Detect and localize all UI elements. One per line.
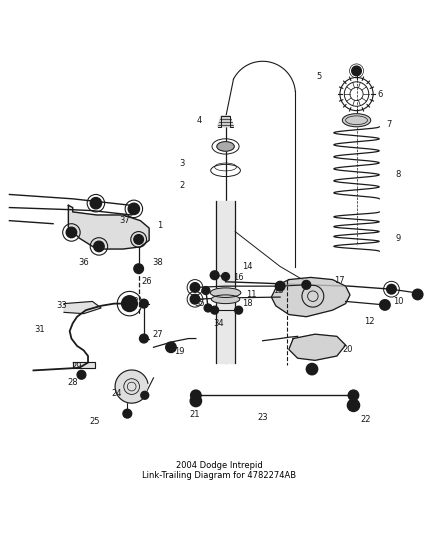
Circle shape xyxy=(211,306,219,314)
Text: 33: 33 xyxy=(57,301,67,310)
Circle shape xyxy=(94,241,104,252)
Circle shape xyxy=(166,342,176,352)
Text: 37: 37 xyxy=(120,216,131,225)
Ellipse shape xyxy=(217,142,234,151)
Circle shape xyxy=(77,370,86,379)
Circle shape xyxy=(276,281,285,291)
Text: 10: 10 xyxy=(393,297,403,306)
Ellipse shape xyxy=(210,288,241,297)
Text: 24: 24 xyxy=(111,389,122,398)
Text: 35: 35 xyxy=(194,299,205,308)
Text: 8: 8 xyxy=(396,171,401,179)
Text: 32: 32 xyxy=(128,297,139,306)
Polygon shape xyxy=(218,116,233,127)
Ellipse shape xyxy=(343,114,371,127)
Text: 16: 16 xyxy=(233,273,244,282)
Circle shape xyxy=(134,235,144,244)
Text: 2: 2 xyxy=(179,181,184,190)
Text: 18: 18 xyxy=(242,299,253,308)
Text: 25: 25 xyxy=(89,417,100,426)
Circle shape xyxy=(141,391,149,399)
Text: 6: 6 xyxy=(378,90,383,99)
Circle shape xyxy=(140,299,148,308)
Circle shape xyxy=(413,289,423,300)
Text: 29: 29 xyxy=(72,362,82,372)
Text: 36: 36 xyxy=(78,257,89,266)
Circle shape xyxy=(235,306,243,314)
Text: 14: 14 xyxy=(242,262,253,271)
Text: 12: 12 xyxy=(364,317,375,326)
Text: 22: 22 xyxy=(360,415,371,424)
Text: 11: 11 xyxy=(247,290,257,300)
Polygon shape xyxy=(73,362,95,368)
Text: 27: 27 xyxy=(152,330,163,338)
Circle shape xyxy=(134,264,144,273)
Circle shape xyxy=(222,272,230,280)
Circle shape xyxy=(190,282,200,292)
Polygon shape xyxy=(68,205,149,249)
Text: 23: 23 xyxy=(258,413,268,422)
Circle shape xyxy=(123,409,132,418)
Circle shape xyxy=(347,399,360,411)
Polygon shape xyxy=(289,334,346,360)
Circle shape xyxy=(210,271,219,280)
Circle shape xyxy=(204,304,212,312)
Circle shape xyxy=(190,294,200,304)
Ellipse shape xyxy=(212,295,240,304)
Circle shape xyxy=(66,227,77,238)
Circle shape xyxy=(128,203,140,215)
Circle shape xyxy=(190,395,201,407)
Polygon shape xyxy=(64,302,101,313)
Circle shape xyxy=(122,296,138,311)
Text: 34: 34 xyxy=(214,319,224,328)
Text: Link-Trailing Diagram for 4782274AB: Link-Trailing Diagram for 4782274AB xyxy=(142,471,296,480)
Circle shape xyxy=(191,390,201,400)
Text: 21: 21 xyxy=(190,410,200,419)
Text: 17: 17 xyxy=(334,276,344,285)
Circle shape xyxy=(306,364,318,375)
Circle shape xyxy=(90,198,102,209)
Text: 2004 Dodge Intrepid: 2004 Dodge Intrepid xyxy=(176,461,262,470)
Text: 38: 38 xyxy=(152,257,163,266)
Circle shape xyxy=(202,287,210,294)
Text: 1: 1 xyxy=(157,221,162,230)
Text: 9: 9 xyxy=(396,233,401,243)
Polygon shape xyxy=(216,201,235,362)
Text: 19: 19 xyxy=(174,347,185,356)
Text: 3: 3 xyxy=(179,159,184,168)
Text: 28: 28 xyxy=(67,378,78,387)
Circle shape xyxy=(302,280,311,289)
Circle shape xyxy=(348,390,359,400)
Circle shape xyxy=(352,66,361,76)
Text: 31: 31 xyxy=(35,325,45,334)
Text: 4: 4 xyxy=(197,116,202,125)
Text: 20: 20 xyxy=(343,345,353,354)
Polygon shape xyxy=(272,277,350,317)
Text: 7: 7 xyxy=(387,120,392,129)
Text: 5: 5 xyxy=(317,72,322,81)
Text: 26: 26 xyxy=(141,277,152,286)
Circle shape xyxy=(380,300,390,310)
Circle shape xyxy=(387,285,396,294)
Polygon shape xyxy=(115,370,148,403)
Text: 13: 13 xyxy=(272,286,283,295)
Circle shape xyxy=(140,334,148,343)
